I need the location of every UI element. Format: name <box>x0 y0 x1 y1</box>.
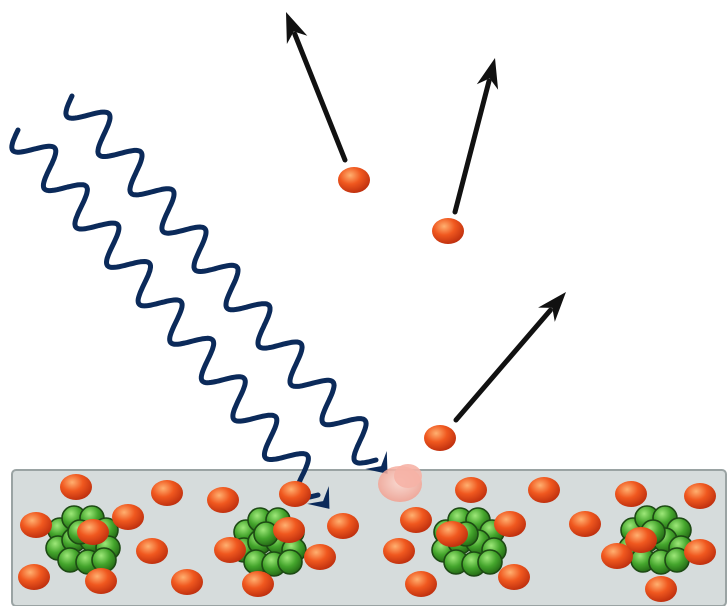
lattice-electron-25 <box>569 511 601 537</box>
lattice-electron-6 <box>136 538 168 564</box>
lattice-electron-19 <box>436 521 468 547</box>
photon-arrowhead <box>365 451 388 474</box>
lattice-electron-27 <box>601 543 633 569</box>
wavy-arrow-icon <box>63 93 379 466</box>
lattice-electron-31 <box>625 527 657 553</box>
lattice-electron-8 <box>85 568 117 594</box>
nucleus-2 <box>231 507 307 577</box>
emission-arrow-2 <box>452 58 499 215</box>
straight-arrow-icon <box>292 31 348 163</box>
lattice-electron-10 <box>77 519 109 545</box>
lattice-electron-5 <box>112 504 144 530</box>
lattice-electron-30 <box>645 576 677 602</box>
lattice-electron-1 <box>60 474 92 500</box>
lattice-electron-20 <box>494 511 526 537</box>
emission-arrow-3 <box>453 292 566 423</box>
lattice-electron-21 <box>455 477 487 503</box>
lattice-electron-13 <box>214 537 246 563</box>
photon-arrowhead <box>307 486 330 509</box>
arrowhead <box>538 292 566 322</box>
emission-arrow-1 <box>286 12 348 163</box>
impact-flash-core <box>394 464 422 488</box>
arrowhead <box>286 12 308 44</box>
photon-2 <box>63 93 388 474</box>
emitted-electron-2 <box>432 218 464 244</box>
lattice-electron-2 <box>151 480 183 506</box>
straight-arrow-icon <box>453 307 553 423</box>
lattice-electron-15 <box>304 544 336 570</box>
lattice-electron-14 <box>242 571 274 597</box>
photon-1 <box>9 127 330 509</box>
lattice-electron-29 <box>684 539 716 565</box>
lattice-electron-18 <box>383 538 415 564</box>
lattice-electron-9 <box>171 569 203 595</box>
lattice-electron-16 <box>327 513 359 539</box>
incident-photons <box>9 93 388 509</box>
emitted-electron-1 <box>338 167 370 193</box>
arrowhead <box>476 58 499 90</box>
wavy-arrow-icon <box>9 127 321 501</box>
lattice-electron-12 <box>279 481 311 507</box>
lattice-electron-11 <box>273 517 305 543</box>
lattice-electron-22 <box>528 477 560 503</box>
emission-arrows <box>286 12 566 423</box>
lattice-electron-28 <box>684 483 716 509</box>
lattice-electron-23 <box>498 564 530 590</box>
lattice-electron-24 <box>405 571 437 597</box>
straight-arrow-icon <box>452 78 492 215</box>
lattice-electron-4 <box>20 512 52 538</box>
lattice-electron-3 <box>207 487 239 513</box>
lattice-electron-7 <box>18 564 50 590</box>
cluster-icon <box>277 549 303 575</box>
lattice-electron-17 <box>400 507 432 533</box>
lattice-electron-26 <box>615 481 647 507</box>
cluster-icon <box>477 549 503 575</box>
electrons <box>18 167 716 602</box>
emitted-electron-3 <box>424 425 456 451</box>
